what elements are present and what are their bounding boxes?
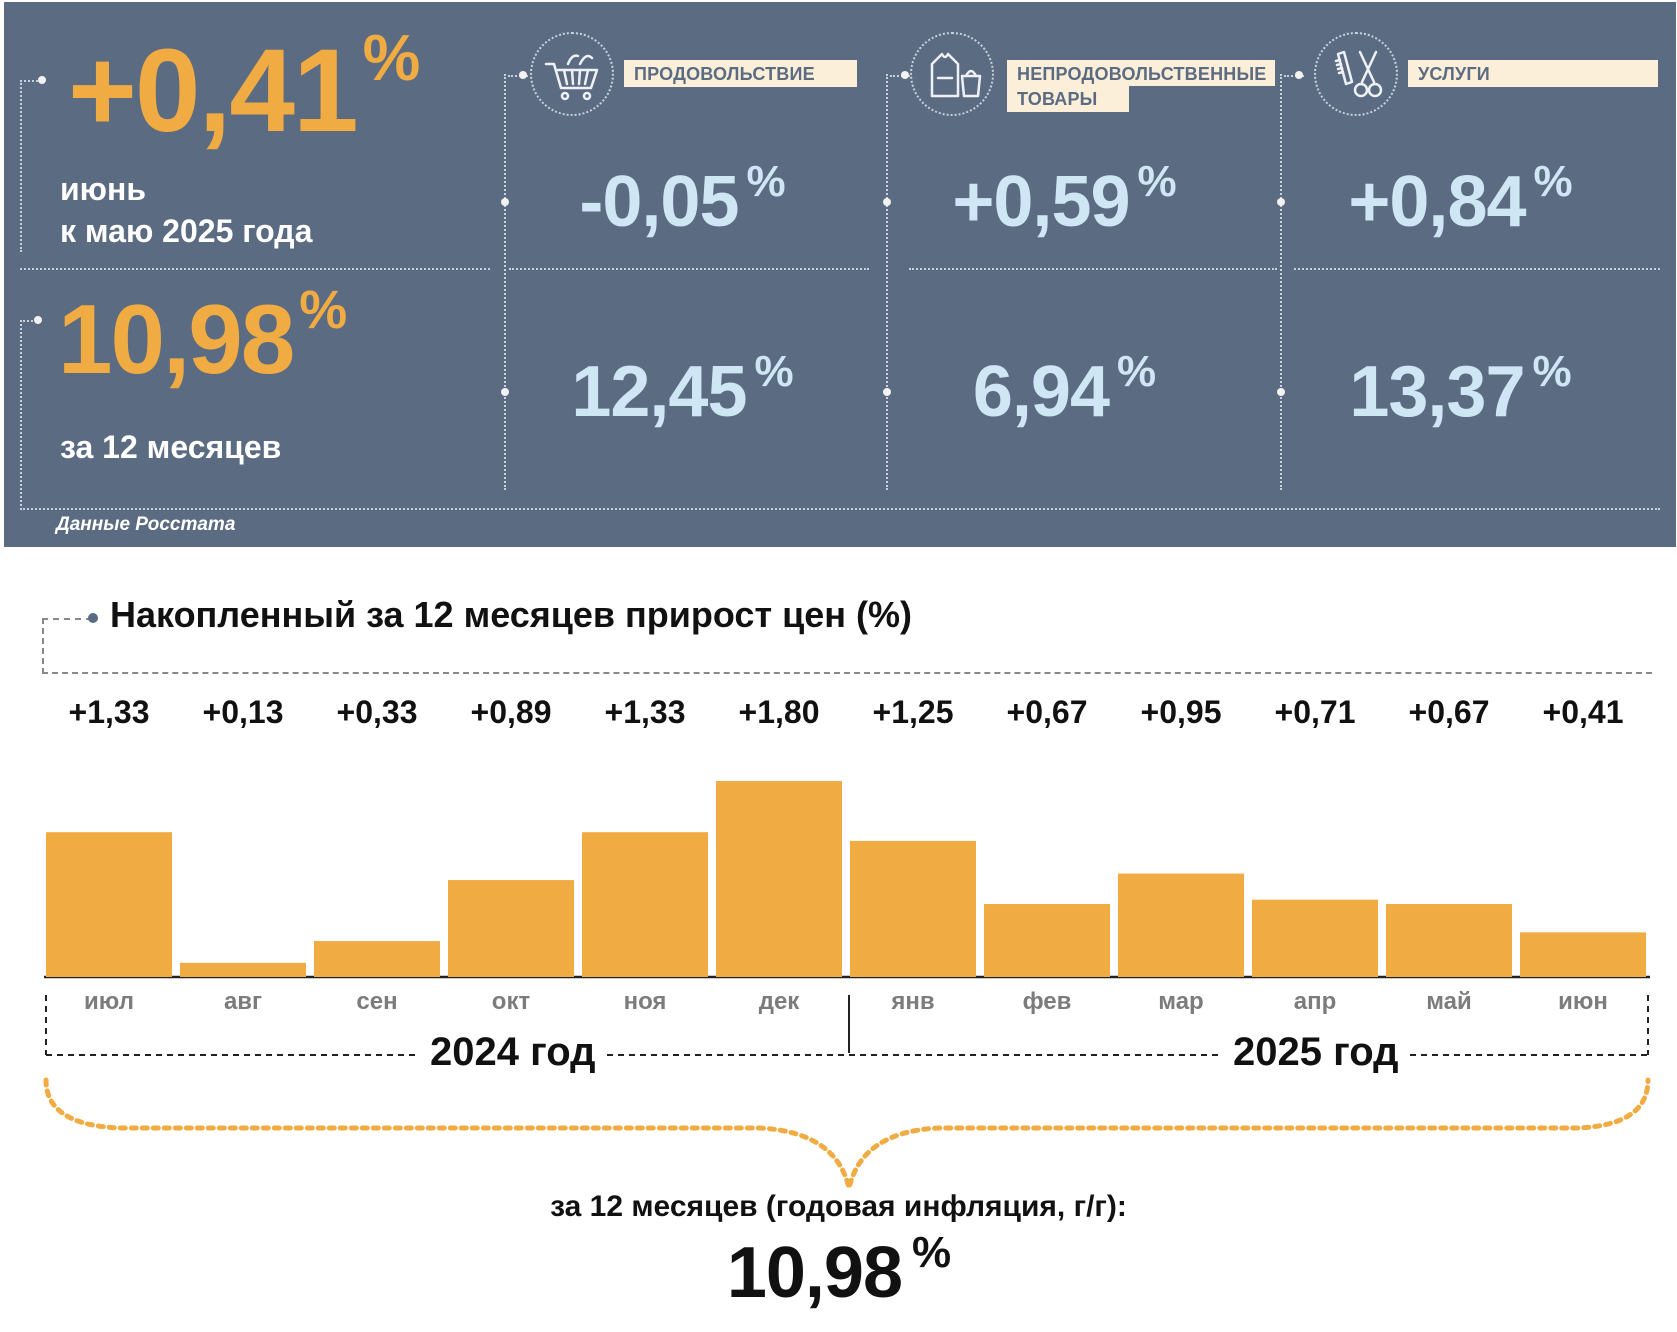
bar-апр — [1252, 899, 1378, 977]
month-label: апр — [1293, 988, 1337, 1015]
divider — [1284, 75, 1304, 77]
annual-inflation-total: 10,98% — [726, 1228, 951, 1313]
value-label: +0,13 — [202, 694, 284, 730]
bar-окт — [448, 880, 574, 977]
divider — [909, 268, 1277, 270]
category-label-nonfood-line2: ТОВАРЫ — [1007, 85, 1129, 112]
value-label: +0,95 — [1140, 694, 1222, 730]
bar-июл — [46, 832, 172, 977]
nonfood-annual-value: 6,94% — [972, 347, 1156, 432]
comb-scissors-icon — [1314, 32, 1398, 116]
bar-июн — [1520, 932, 1646, 977]
value-label: +1,80 — [738, 694, 820, 730]
value-label: +0,89 — [470, 694, 552, 730]
chart-title-bullet — [88, 613, 98, 623]
bar-дек — [716, 781, 842, 977]
services-monthly-value: +0,84% — [1348, 157, 1572, 242]
bar-сен — [314, 941, 440, 977]
connector-dot — [901, 71, 909, 79]
connector-dot — [1295, 71, 1303, 79]
divider — [20, 80, 22, 252]
bar-мар — [1118, 873, 1244, 977]
month-label: авг — [223, 988, 263, 1015]
month-label: июл — [84, 988, 134, 1015]
divider — [20, 268, 490, 270]
annual-inflation-caption: за 12 месяцев (годовая инфляция, г/г): — [550, 1190, 1127, 1223]
value-label: +0,67 — [1408, 694, 1490, 730]
category-label-nonfood: НЕПРОДОВОЛЬСТВЕННЫЕ — [1007, 60, 1275, 86]
chart-title: Накопленный за 12 месяцев прирост цен (%… — [110, 594, 912, 635]
connector-dot — [501, 198, 509, 206]
food-annual-value: 12,45% — [571, 347, 793, 432]
total-brace — [43, 1077, 1651, 1189]
monthly-inflation-value: +0,41% — [68, 21, 420, 157]
source-note: Данные Росстата — [56, 514, 236, 535]
bar-фев — [984, 904, 1110, 977]
category-label-food: ПРОДОВОЛЬСТВИЕ — [624, 60, 857, 87]
value-label: +0,33 — [336, 694, 418, 730]
month-label: янв — [891, 988, 935, 1015]
bar-янв — [850, 840, 976, 977]
divider — [1294, 268, 1660, 270]
connector-dot — [34, 316, 42, 324]
month-label: ноя — [623, 988, 667, 1015]
divider — [20, 508, 1660, 510]
divider — [504, 74, 506, 490]
value-label: +1,25 — [872, 694, 954, 730]
divider — [1280, 74, 1282, 490]
divider — [20, 80, 42, 82]
category-label-services: УСЛУГИ — [1408, 60, 1658, 87]
divider — [509, 268, 869, 270]
connector-dot — [1277, 388, 1285, 396]
month-label: сен — [356, 988, 398, 1015]
summary-panel: +0,41% июнь к маю 2025 года 10,98% за 12… — [4, 2, 1676, 547]
clothing-bag-icon — [910, 32, 994, 116]
connector-dot — [519, 71, 527, 79]
value-label: +0,71 — [1274, 694, 1356, 730]
divider — [886, 74, 888, 490]
month-label: окт — [491, 988, 531, 1015]
bar-май — [1386, 904, 1512, 977]
bar-авг — [180, 962, 306, 977]
divider — [20, 320, 22, 510]
divider — [508, 75, 528, 77]
nonfood-monthly-value: +0,59% — [952, 157, 1176, 242]
chart-title-rule — [42, 672, 1652, 674]
food-monthly-value: -0,05% — [579, 157, 785, 242]
value-label: +0,41 — [1542, 694, 1624, 730]
connector-dot — [38, 76, 46, 84]
chart-title-bracket — [42, 618, 92, 674]
annual-inflation-value: 10,98% — [58, 280, 347, 394]
services-annual-value: 13,37% — [1349, 347, 1571, 432]
monthly-inflation-label: июнь к маю 2025 года — [60, 171, 313, 249]
month-label: май — [1426, 988, 1472, 1015]
divider — [20, 320, 40, 322]
annual-inflation-label: за 12 месяцев — [60, 429, 282, 465]
bar-ноя — [582, 832, 708, 977]
month-label: июн — [1558, 988, 1608, 1015]
connector-dot — [883, 198, 891, 206]
year-label-2025: 2025 год — [1223, 1030, 1409, 1075]
connector-dot — [1277, 198, 1285, 206]
value-label: +0,67 — [1006, 694, 1088, 730]
connector-dot — [501, 388, 509, 396]
month-label: дек — [758, 988, 800, 1015]
divider — [890, 75, 910, 77]
value-label: +1,33 — [68, 694, 150, 730]
year-label-2024: 2024 год — [420, 1030, 606, 1075]
shopping-cart-icon — [530, 32, 614, 116]
value-label: +1,33 — [604, 694, 686, 730]
month-label: мар — [1158, 988, 1204, 1015]
month-label: фев — [1022, 988, 1072, 1015]
connector-dot — [883, 388, 891, 396]
